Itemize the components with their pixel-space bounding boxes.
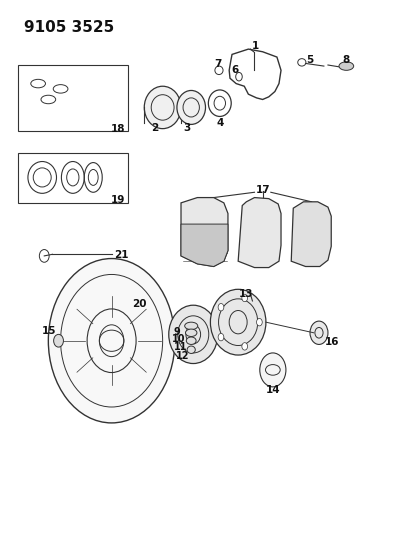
Circle shape bbox=[260, 353, 286, 387]
Text: 16: 16 bbox=[325, 337, 339, 347]
Text: 11: 11 bbox=[174, 342, 188, 352]
Text: 15: 15 bbox=[42, 326, 57, 336]
Circle shape bbox=[48, 259, 175, 423]
Ellipse shape bbox=[187, 346, 195, 353]
Ellipse shape bbox=[185, 322, 198, 329]
Polygon shape bbox=[181, 224, 228, 266]
Text: 19: 19 bbox=[111, 195, 125, 205]
Text: 7: 7 bbox=[214, 59, 222, 69]
Text: 14: 14 bbox=[266, 384, 280, 394]
Circle shape bbox=[242, 294, 247, 302]
Text: 10: 10 bbox=[172, 334, 186, 344]
Circle shape bbox=[218, 334, 224, 341]
Ellipse shape bbox=[185, 329, 197, 336]
Circle shape bbox=[242, 343, 247, 350]
Circle shape bbox=[54, 334, 63, 347]
Polygon shape bbox=[291, 202, 331, 266]
Text: 9105 3525: 9105 3525 bbox=[24, 20, 114, 35]
Text: 1: 1 bbox=[252, 42, 259, 52]
Circle shape bbox=[256, 318, 262, 326]
Text: 3: 3 bbox=[183, 123, 191, 133]
Polygon shape bbox=[181, 198, 228, 266]
Text: 12: 12 bbox=[176, 351, 190, 361]
Text: 21: 21 bbox=[115, 250, 129, 260]
Text: 20: 20 bbox=[132, 298, 147, 309]
Text: 4: 4 bbox=[216, 118, 224, 128]
Bar bbox=[18, 152, 128, 203]
Bar bbox=[18, 65, 128, 131]
Circle shape bbox=[310, 321, 328, 344]
Text: 2: 2 bbox=[151, 123, 158, 133]
Ellipse shape bbox=[144, 86, 181, 128]
Text: 8: 8 bbox=[343, 55, 350, 64]
Text: 9: 9 bbox=[173, 327, 180, 337]
Ellipse shape bbox=[186, 337, 196, 344]
Text: 6: 6 bbox=[231, 66, 238, 75]
Text: 13: 13 bbox=[239, 289, 254, 299]
Polygon shape bbox=[238, 198, 281, 268]
Text: 5: 5 bbox=[306, 55, 313, 64]
Circle shape bbox=[218, 303, 224, 311]
Ellipse shape bbox=[177, 91, 206, 124]
Ellipse shape bbox=[169, 305, 218, 364]
Ellipse shape bbox=[339, 62, 354, 70]
Text: 18: 18 bbox=[111, 124, 125, 134]
Ellipse shape bbox=[210, 289, 266, 355]
Text: 17: 17 bbox=[255, 184, 270, 195]
